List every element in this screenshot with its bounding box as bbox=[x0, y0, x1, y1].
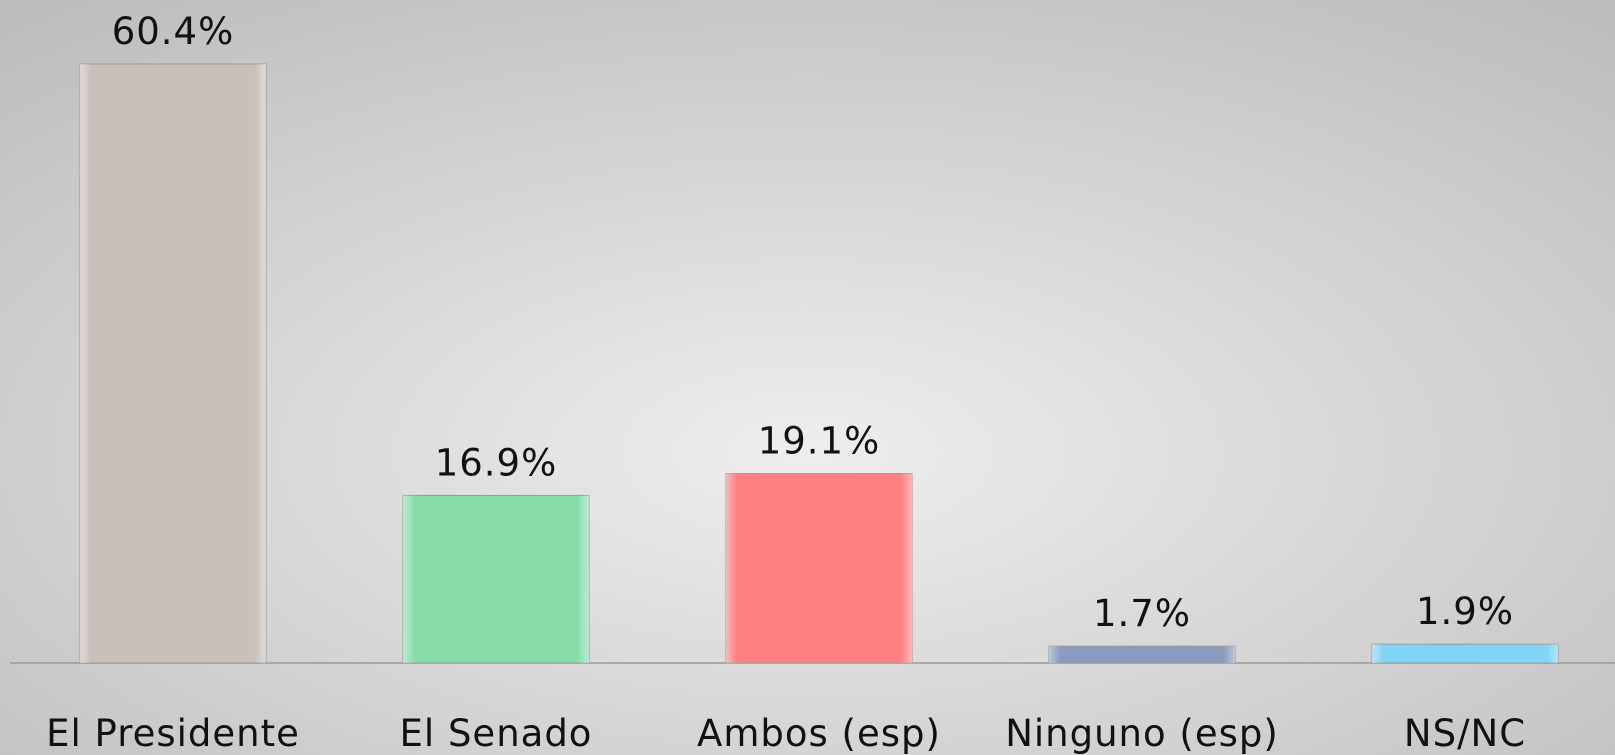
bar bbox=[725, 473, 913, 664]
x-tick-label: Ninguno (esp) bbox=[1005, 712, 1279, 755]
bar bbox=[1371, 643, 1559, 664]
bar bbox=[79, 63, 267, 664]
value-label: 16.9% bbox=[435, 441, 558, 484]
bar bbox=[1048, 645, 1236, 664]
value-label: 60.4% bbox=[112, 10, 235, 53]
x-tick-label: El Senado bbox=[400, 712, 593, 755]
x-tick-label: NS/NC bbox=[1404, 712, 1526, 755]
bar bbox=[402, 494, 590, 664]
value-label: 19.1% bbox=[758, 420, 881, 463]
value-label: 1.9% bbox=[1416, 590, 1514, 633]
x-tick-label: El Presidente bbox=[46, 712, 300, 755]
value-label: 1.7% bbox=[1093, 592, 1191, 635]
x-tick-label: Ambos (esp) bbox=[697, 712, 941, 755]
